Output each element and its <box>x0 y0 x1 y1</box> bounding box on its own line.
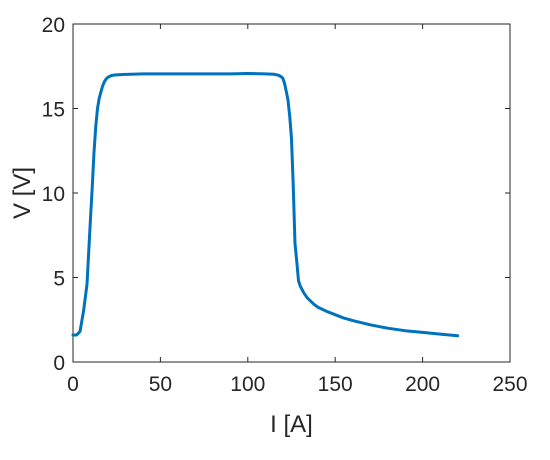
y-tick-label: 15 <box>42 99 65 122</box>
x-tick-label: 200 <box>405 373 440 396</box>
y-axis-label: V [V] <box>9 167 36 219</box>
series-group <box>71 72 460 338</box>
x-axis-label: I [A] <box>270 411 313 438</box>
y-axis: 0 5 10 15 20 <box>42 14 510 375</box>
y-tick-label: 10 <box>42 183 65 206</box>
series-line <box>71 72 460 338</box>
x-tick-label: 50 <box>149 373 172 396</box>
y-tick-label: 20 <box>42 14 65 37</box>
x-tick-label: 250 <box>492 373 527 396</box>
y-tick-label: 0 <box>53 352 65 375</box>
x-axis: 0 50 100 150 200 250 <box>67 24 528 396</box>
x-tick-label: 100 <box>230 373 265 396</box>
x-tick-label: 0 <box>67 373 79 396</box>
y-tick-label: 5 <box>53 268 65 291</box>
x-tick-label: 150 <box>318 373 353 396</box>
